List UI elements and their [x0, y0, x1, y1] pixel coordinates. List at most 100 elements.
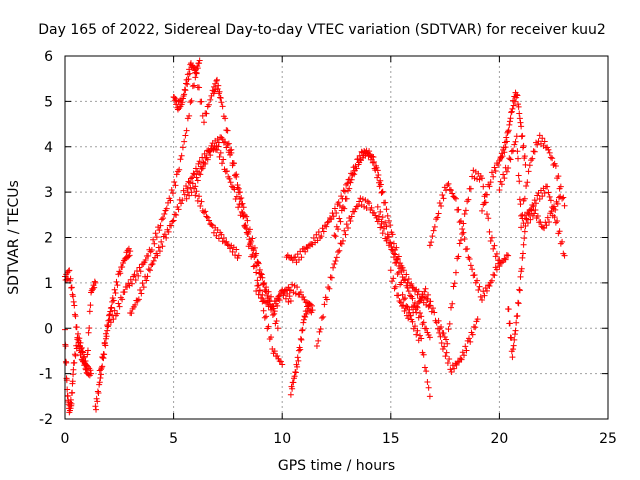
data-point: [462, 207, 469, 214]
data-point: [491, 164, 498, 171]
data-point: [292, 368, 299, 375]
data-point: [508, 148, 515, 155]
data-point: [469, 266, 476, 273]
data-point: [488, 234, 495, 241]
data-point: [96, 367, 103, 374]
data-point: [196, 193, 203, 200]
data-point: [216, 153, 223, 160]
data-point: [505, 128, 512, 135]
data-point: [527, 216, 534, 223]
data-point: [135, 272, 142, 279]
data-point: [250, 263, 257, 270]
data-point: [277, 358, 284, 365]
data-point: [508, 334, 515, 341]
data-point: [382, 199, 389, 206]
data-point: [463, 347, 470, 354]
data-point: [351, 208, 358, 215]
data-point: [480, 183, 487, 190]
data-point: [181, 86, 188, 93]
data-point: [254, 259, 261, 266]
data-point: [520, 142, 527, 149]
data-point: [254, 282, 261, 289]
data-point: [271, 348, 278, 355]
data-point: [91, 284, 98, 291]
data-point: [228, 149, 235, 156]
data-point: [174, 168, 181, 175]
data-point: [505, 306, 512, 313]
data-point: [258, 270, 265, 277]
data-point: [447, 366, 454, 373]
data-point: [63, 359, 70, 366]
y-tick-label: 5: [44, 94, 53, 110]
data-point: [214, 76, 221, 83]
data-point: [335, 249, 342, 256]
data-point: [323, 223, 330, 230]
data-point: [67, 275, 74, 282]
data-point: [292, 254, 299, 261]
data-point: [286, 293, 293, 300]
data-point: [104, 327, 111, 334]
data-point: [153, 234, 160, 241]
grid-layer: [65, 56, 608, 419]
data-point: [217, 149, 224, 156]
data-point: [510, 346, 517, 353]
data-point: [458, 356, 465, 363]
data-point: [102, 335, 109, 342]
data-point: [193, 70, 200, 77]
data-point: [517, 273, 524, 280]
data-point: [496, 257, 503, 264]
data-point: [224, 141, 231, 148]
data-point: [515, 299, 522, 306]
data-point: [216, 88, 223, 95]
data-point: [175, 206, 182, 213]
data-point: [188, 189, 195, 196]
data-point: [416, 310, 423, 317]
data-point: [399, 273, 406, 280]
data-point: [188, 97, 195, 104]
data-point: [183, 80, 190, 87]
data-point: [516, 287, 523, 294]
data-point: [440, 330, 447, 337]
data-point: [420, 319, 427, 326]
data-point: [367, 152, 374, 159]
data-point: [552, 163, 559, 170]
data-point: [80, 354, 87, 361]
data-point: [449, 300, 456, 307]
chart-title: Day 165 of 2022, Sidereal Day-to-day VTE…: [38, 22, 606, 38]
data-point: [70, 366, 77, 373]
data-point: [324, 219, 331, 226]
data-point: [220, 139, 227, 146]
data-point: [434, 214, 441, 221]
data-point: [228, 183, 235, 190]
data-point: [336, 215, 343, 222]
data-point: [544, 214, 551, 221]
data-point: [300, 319, 307, 326]
data-point: [158, 238, 165, 245]
data-point: [405, 288, 412, 295]
data-point: [328, 274, 335, 281]
data-point: [398, 279, 405, 286]
data-point: [194, 197, 201, 204]
series-s5: [127, 143, 281, 332]
data-point: [303, 310, 310, 317]
data-point: [299, 326, 306, 333]
data-point: [330, 213, 337, 220]
data-point: [223, 144, 230, 151]
data-point: [62, 343, 69, 350]
data-point: [501, 175, 508, 182]
data-point: [199, 165, 206, 172]
data-point: [163, 205, 170, 212]
data-point: [326, 214, 333, 221]
data-point: [184, 81, 191, 88]
data-point: [376, 213, 383, 220]
data-point: [502, 256, 509, 263]
data-point: [125, 253, 132, 260]
data-point: [479, 296, 486, 303]
data-point: [402, 305, 409, 312]
data-point: [461, 352, 468, 359]
data-point: [114, 310, 121, 317]
data-point: [229, 248, 236, 255]
data-point: [150, 257, 157, 264]
data-point: [493, 266, 500, 273]
data-point: [235, 204, 242, 211]
